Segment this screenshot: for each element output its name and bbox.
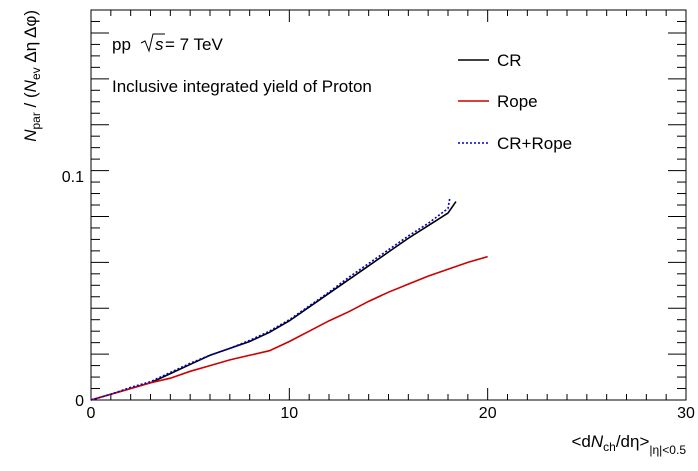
y-tick-labels: 0 0.1 xyxy=(62,169,84,410)
sqrt-icon xyxy=(140,33,165,53)
energy-label-value: = 7 TeV xyxy=(165,35,223,54)
legend-label-rope: Rope xyxy=(497,92,538,111)
y-tick-label: 0.1 xyxy=(62,169,84,186)
series-line-cr-rope xyxy=(90,196,451,401)
x-tick-label: 10 xyxy=(280,405,298,422)
x-axis-label: <dNch/dη>|η|<0.5 xyxy=(571,432,686,457)
series-line-rope xyxy=(90,255,488,401)
x-tick-label: 30 xyxy=(677,405,695,422)
axis-ticks xyxy=(90,9,687,401)
series-group xyxy=(90,196,488,401)
x-tick-labels: 0 10 20 30 xyxy=(87,405,695,422)
energy-annotation: pp s = 7 TeV xyxy=(112,33,223,54)
y-tick-label: 0 xyxy=(75,393,84,410)
chart-subtitle: Inclusive integrated yield of Proton xyxy=(112,77,372,96)
x-tick-label: 20 xyxy=(479,405,497,422)
x-tick-label: 0 xyxy=(87,405,96,422)
legend-label-cr-rope: CR+Rope xyxy=(497,134,572,153)
energy-label-s: s xyxy=(155,35,164,54)
energy-label-pp: pp xyxy=(112,35,131,54)
y-axis-label: Npar / (Nev Δη Δφ) xyxy=(21,10,43,142)
legend: CR Rope CR+Rope xyxy=(458,51,572,153)
legend-label-cr: CR xyxy=(497,51,522,70)
